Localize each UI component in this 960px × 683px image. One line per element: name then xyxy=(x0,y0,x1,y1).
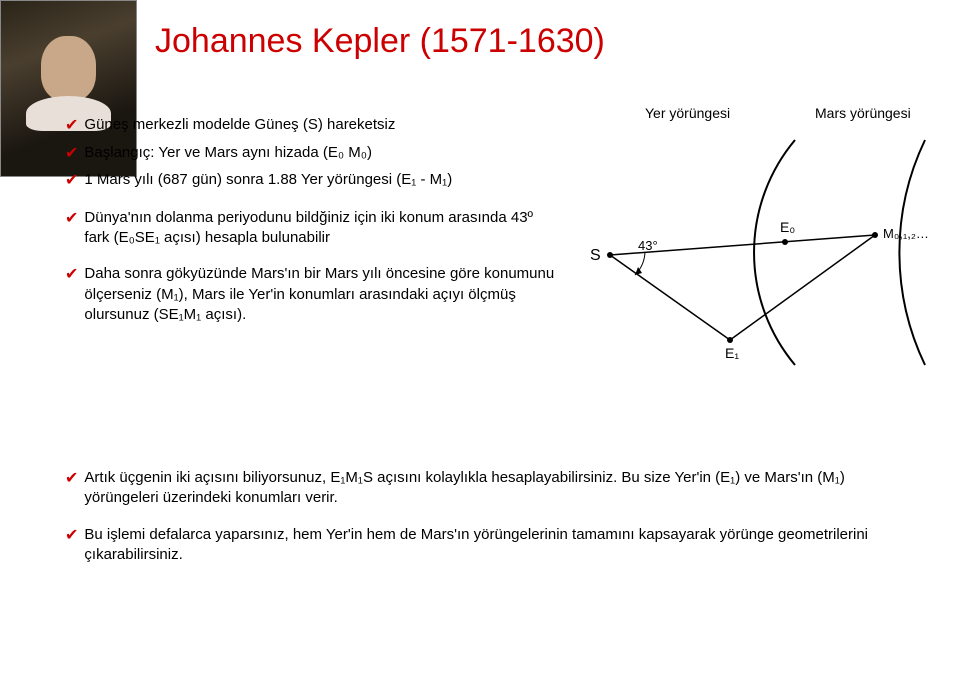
sun-label: S xyxy=(590,247,601,264)
bullet-item: ✔ Artık üçgenin iki açısını biliyorsunuz… xyxy=(65,468,905,509)
line-e1-m xyxy=(730,235,875,340)
check-icon: ✔ xyxy=(65,208,78,230)
check-icon: ✔ xyxy=(65,143,78,165)
bullet-item: ✔ Bu işlemi defalarca yaparsınız, hem Ye… xyxy=(65,525,905,566)
check-icon: ✔ xyxy=(65,115,78,137)
earth-orbit-label: Yer yörüngesi xyxy=(645,105,730,121)
bullet-item: ✔ Dünya'nın dolanma periyodunu bildğiniz… xyxy=(65,208,555,249)
bullet-text: 1 Mars yılı (687 gün) sonra 1.88 Yer yör… xyxy=(84,170,555,190)
bullet-item: ✔ Güneş merkezli modelde Güneş (S) harek… xyxy=(65,115,555,137)
mars-orbit-arc xyxy=(899,140,925,365)
orbit-diagram: Yer yörüngesi Mars yörüngesi S E₀ E₁ M₀,… xyxy=(580,100,940,380)
earth-orbit-arc xyxy=(754,140,795,365)
e1-label: E₁ xyxy=(725,345,739,361)
check-icon: ✔ xyxy=(65,468,78,490)
e1-point xyxy=(727,337,733,343)
page-title: Johannes Kepler (1571-1630) xyxy=(155,22,605,61)
bullet-text: Daha sonra gökyüzünde Mars'ın bir Mars y… xyxy=(84,264,555,325)
m-label: M₀,₁,₂… xyxy=(883,226,929,241)
check-icon: ✔ xyxy=(65,170,78,192)
bullet-item: ✔ Daha sonra gökyüzünde Mars'ın bir Mars… xyxy=(65,264,555,325)
bullet-text: Dünya'nın dolanma periyodunu bildğiniz i… xyxy=(84,208,555,249)
check-icon: ✔ xyxy=(65,264,78,286)
bullet-list-upper: ✔ Güneş merkezli modelde Güneş (S) harek… xyxy=(65,115,555,331)
line-s-e1 xyxy=(610,255,730,340)
bullet-item: ✔ Başlangıç: Yer ve Mars aynı hizada (E₀… xyxy=(65,143,555,165)
e0-label: E₀ xyxy=(780,219,795,235)
bullet-text: Bu işlemi defalarca yaparsınız, hem Yer'… xyxy=(84,525,905,566)
angle-arrow xyxy=(635,267,642,275)
mars-orbit-label: Mars yörüngesi xyxy=(815,105,911,121)
bullet-text: Güneş merkezli modelde Güneş (S) hareket… xyxy=(84,115,555,135)
e0-point xyxy=(782,239,788,245)
m-point xyxy=(872,232,878,238)
bullet-list-lower: ✔ Artık üçgenin iki açısını biliyorsunuz… xyxy=(65,468,905,571)
check-icon: ✔ xyxy=(65,525,78,547)
bullet-item: ✔ 1 Mars yılı (687 gün) sonra 1.88 Yer y… xyxy=(65,170,555,192)
bullet-text: Başlangıç: Yer ve Mars aynı hizada (E₀ M… xyxy=(84,143,555,163)
angle-label: 43° xyxy=(638,238,658,253)
bullet-text: Artık üçgenin iki açısını biliyorsunuz, … xyxy=(84,468,905,509)
